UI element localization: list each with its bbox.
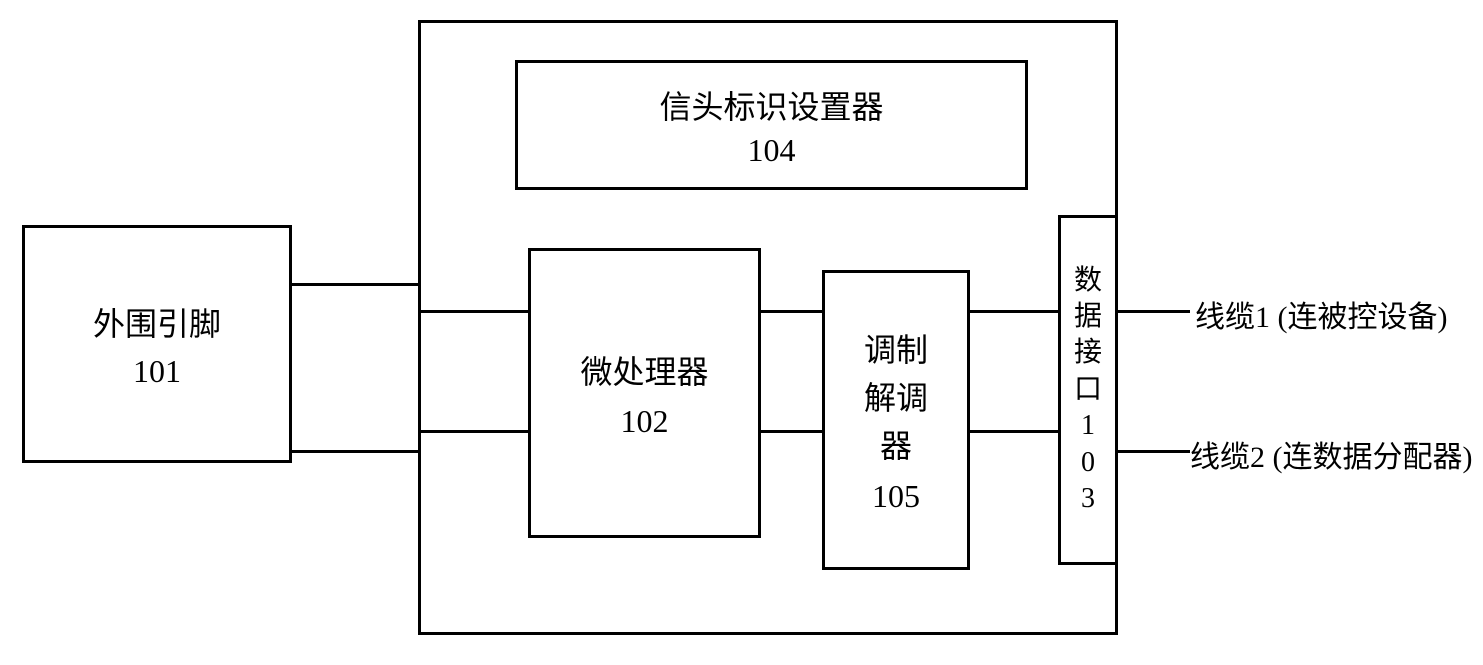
peripheral-pin-block: 外围引脚 101: [22, 225, 292, 463]
conn-line: [292, 283, 418, 286]
conn-line: [292, 450, 418, 453]
header-setter-block: 信头标识设置器 104: [515, 60, 1028, 190]
conn-line: [418, 310, 528, 313]
microprocessor-label: 微处理器: [580, 347, 708, 393]
cable1-label: 线缆1 (连被控设备): [1195, 292, 1447, 336]
cable2-label: 线缆2 (连数据分配器): [1190, 432, 1472, 476]
conn-line: [761, 430, 822, 433]
modem-block: 调制 解调 器 105: [822, 270, 970, 570]
modem-label-1: 调制: [864, 326, 928, 374]
header-setter-id: 104: [748, 132, 796, 169]
conn-line: [1118, 310, 1190, 313]
conn-line: [970, 430, 1058, 433]
header-setter-label: 信头标识设置器: [659, 82, 883, 128]
modem-label-3: 器: [880, 422, 912, 470]
peripheral-pin-id: 101: [133, 353, 181, 390]
conn-line: [1118, 450, 1190, 453]
data-interface-block: 数据接口103: [1058, 215, 1118, 565]
conn-line: [418, 430, 528, 433]
microprocessor-block: 微处理器 102: [528, 248, 761, 538]
conn-line: [970, 310, 1058, 313]
data-interface-label: 数据接口103: [1074, 263, 1102, 518]
peripheral-pin-label: 外围引脚: [93, 299, 221, 345]
modem-label-2: 解调: [864, 374, 928, 422]
modem-id: 105: [872, 478, 920, 515]
conn-line: [761, 310, 822, 313]
microprocessor-id: 102: [621, 403, 669, 440]
